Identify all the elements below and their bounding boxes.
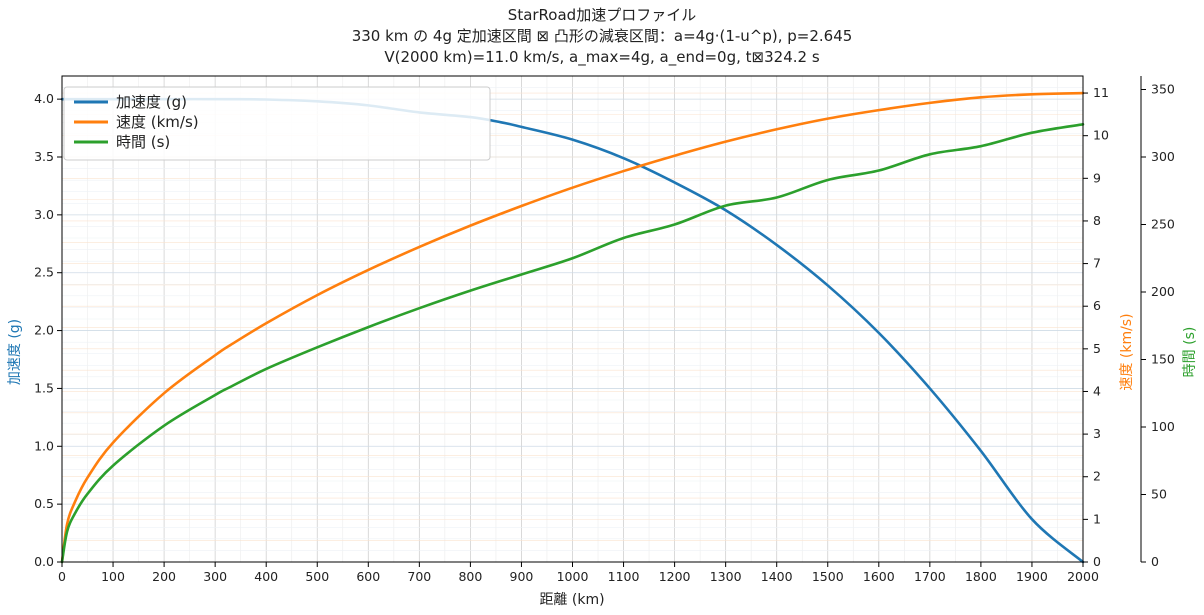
x-tick-label: 700: [407, 569, 431, 584]
x-tick-label: 1700: [914, 569, 946, 584]
left-tick-label: 0.5: [34, 496, 54, 511]
x-tick-label: 200: [152, 569, 176, 584]
right1-tick-label: 7: [1093, 256, 1101, 271]
right1-tick-label: 5: [1093, 341, 1101, 356]
x-tick-label: 1800: [965, 569, 997, 584]
right1-tick-label: 0: [1093, 554, 1101, 569]
x-tick-label: 800: [458, 569, 482, 584]
x-tick-label: 1500: [812, 569, 844, 584]
x-tick-label: 400: [254, 569, 278, 584]
x-tick-label: 1200: [659, 569, 691, 584]
right2-tick-label: 300: [1151, 149, 1175, 164]
x-tick-label: 1300: [710, 569, 742, 584]
right2-tick-label: 350: [1151, 82, 1175, 97]
left-tick-label: 4.0: [34, 91, 54, 106]
y-axis-label-right2: 時間 (s): [1182, 327, 1198, 378]
left-tick-label: 3.0: [34, 207, 54, 222]
left-tick-label: 1.0: [34, 438, 54, 453]
right1-tick-label: 6: [1093, 298, 1101, 313]
left-tick-label: 0.0: [34, 554, 54, 569]
right1-tick-label: 1: [1093, 511, 1101, 526]
title-line-3: V(2000 km)=11.0 km/s, a_max=4g, a_end=0g…: [384, 48, 819, 67]
x-tick-label: 2000: [1067, 569, 1099, 584]
x-tick-label: 600: [356, 569, 380, 584]
chart-title: StarRoad加速プロファイル 330 km の 4g 定加速区間 ⊠ 凸形の…: [352, 6, 853, 67]
right1-tick-label: 4: [1093, 383, 1101, 398]
axis-ticks: 0 100 200 300 400 500 600 700 800 900 1000 1100 1200…: [34, 82, 1175, 585]
left-tick-label: 2.5: [34, 265, 54, 280]
right1-tick-label: 9: [1093, 170, 1101, 185]
legend: 加速度 (g) 速度 (km/s) 時間 (s): [63, 86, 491, 161]
right2-tick-label: 0: [1151, 554, 1159, 569]
right1-tick-label: 8: [1093, 213, 1101, 228]
right1-tick-label: 3: [1093, 426, 1101, 441]
x-axis-label: 距離 (km): [539, 591, 604, 608]
x-tick-label: 1100: [608, 569, 640, 584]
right2-tick-label: 250: [1151, 217, 1175, 232]
right1-tick-label: 2: [1093, 469, 1101, 484]
x-tick-label: 1600: [863, 569, 895, 584]
series-time-line: [60, 123, 1085, 564]
x-tick-label: 0: [58, 569, 66, 584]
right2-tick-label: 100: [1151, 419, 1175, 434]
y-axis-label-right1: 速度 (km/s): [1119, 313, 1135, 390]
right1-tick-label: 11: [1093, 85, 1109, 100]
x-tick-label: 1400: [761, 569, 793, 584]
x-tick-label: 300: [203, 569, 227, 584]
legend-label-time: 時間 (s): [116, 133, 170, 151]
left-tick-label: 3.5: [34, 149, 54, 164]
legend-label-acceleration: 加速度 (g): [116, 93, 187, 111]
title-line-1: StarRoad加速プロファイル: [508, 6, 696, 24]
x-tick-label: 900: [510, 569, 534, 584]
left-tick-label: 1.5: [34, 380, 54, 395]
left-tick-label: 2.0: [34, 323, 54, 338]
title-line-2: 330 km の 4g 定加速区間 ⊠ 凸形の減衰区間：a=4g·(1-u^p)…: [352, 27, 853, 45]
right2-tick-label: 200: [1151, 284, 1175, 299]
legend-label-velocity: 速度 (km/s): [116, 113, 199, 131]
right2-tick-label: 150: [1151, 352, 1175, 367]
x-tick-label: 500: [305, 569, 329, 584]
series-velocity-line: [60, 91, 1085, 564]
x-tick-label: 100: [101, 569, 125, 584]
legend-box: [63, 86, 491, 161]
right2-tick-label: 50: [1151, 487, 1167, 502]
right1-tick-label: 10: [1093, 128, 1109, 143]
x-tick-label: 1000: [557, 569, 589, 584]
y-axis-label-left: 加速度 (g): [7, 319, 23, 385]
x-tick-label: 1900: [1016, 569, 1048, 584]
